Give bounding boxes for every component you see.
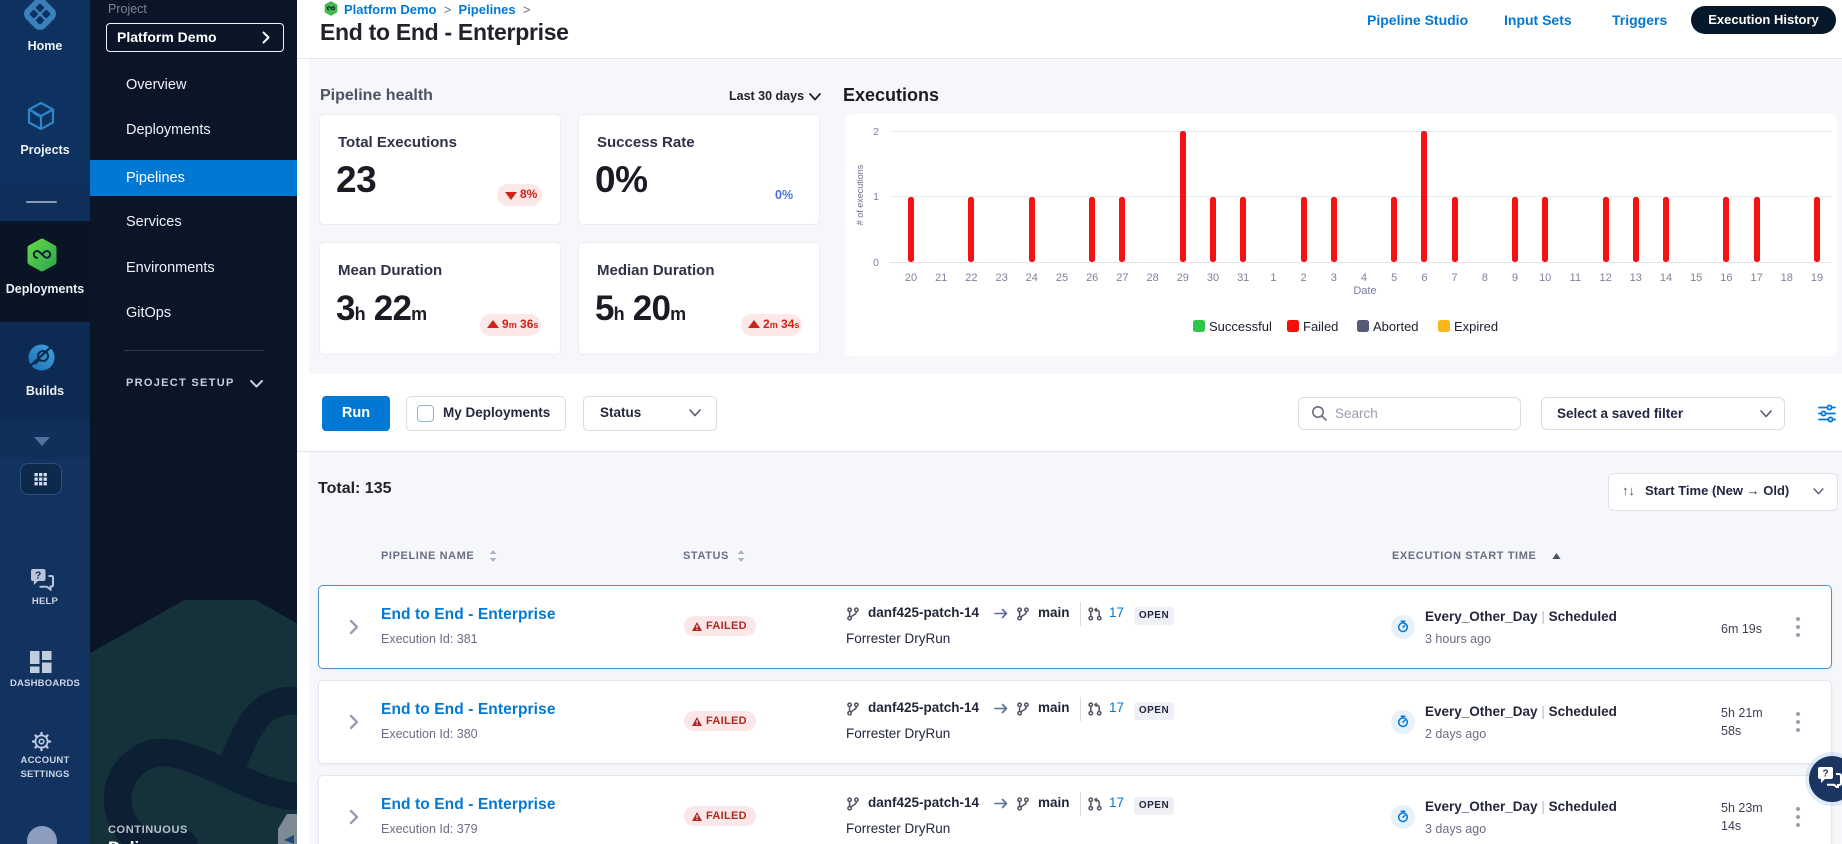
svg-text:?: ? — [1822, 769, 1828, 780]
svg-text:?: ? — [35, 571, 41, 582]
